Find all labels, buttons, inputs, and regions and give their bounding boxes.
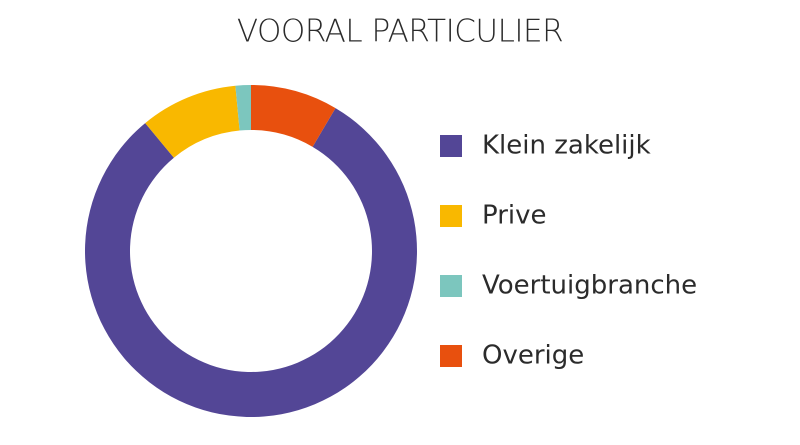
chart-title: VOORAL PARTICULIER bbox=[237, 14, 563, 50]
legend-swatch bbox=[440, 135, 462, 157]
legend-label: Prive bbox=[482, 201, 547, 231]
donut-segment bbox=[145, 85, 240, 158]
donut-segment bbox=[85, 108, 418, 417]
legend-label: Voertuigbranche bbox=[482, 271, 697, 301]
donut-segment bbox=[251, 85, 336, 147]
legend-label: Klein zakelijk bbox=[482, 131, 651, 161]
legend-swatch bbox=[440, 345, 462, 367]
legend-swatch bbox=[440, 275, 462, 297]
donut-segment bbox=[235, 85, 251, 131]
legend-label: Overige bbox=[482, 341, 584, 371]
legend-swatch bbox=[440, 205, 462, 227]
